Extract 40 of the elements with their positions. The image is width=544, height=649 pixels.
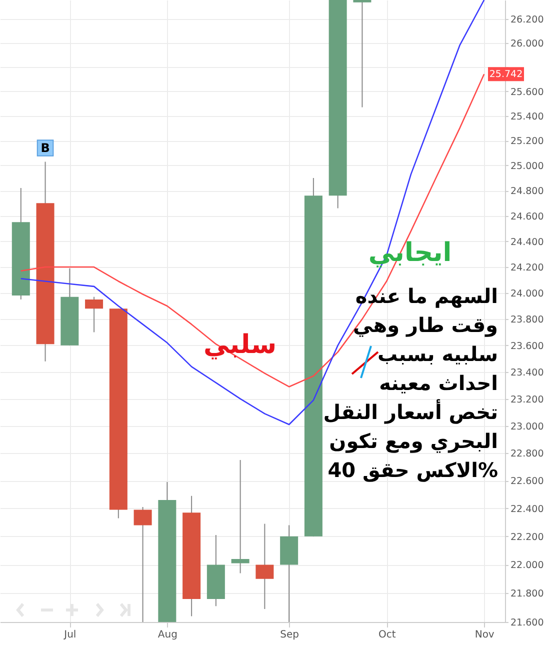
candlestick	[85, 296, 104, 333]
y-tick-label: 24.000	[510, 288, 544, 300]
y-tick-label: 22.600	[510, 476, 544, 488]
y-tick-label: 22.400	[510, 504, 544, 515]
x-tick-label: Jul	[63, 630, 76, 640]
y-tick-label: 23.000	[510, 421, 544, 432]
x-tick-label: Aug	[158, 630, 178, 640]
annotation: البحري ومع تكون	[329, 429, 498, 453]
y-tick-label: 22.000	[510, 560, 544, 572]
x-tick-label: Sep	[280, 630, 299, 640]
annotation: B	[40, 141, 50, 155]
annotation: تخص أسعار النقل	[323, 399, 498, 424]
x-tick-label: Oct	[378, 630, 396, 640]
candlestick	[353, 0, 372, 108]
y-tick-label: 22.200	[510, 532, 544, 543]
candlestick	[231, 459, 250, 574]
y-tick-label: 21.600	[510, 618, 544, 628]
y-tick-label: 24.600	[510, 211, 544, 222]
y-tick-label: 23.400	[510, 368, 544, 379]
y-tick-label: 23.800	[510, 314, 544, 326]
y-tick-label: 25.000	[510, 160, 544, 172]
y-tick-label: 26.000	[510, 38, 544, 50]
y-tick-label: 23.600	[510, 340, 544, 352]
y-tick-label: 24.800	[510, 186, 544, 198]
candlestick	[134, 506, 152, 622]
y-tick-label: 26.200	[510, 14, 544, 26]
y-tick-label: 25.200	[510, 136, 544, 148]
y-tick-label: 22.800	[510, 448, 544, 460]
annotation: سلبيه بسبب	[378, 342, 498, 366]
y-tick-label: 23.200	[510, 394, 544, 406]
y-tick-label: 24.200	[510, 262, 544, 274]
y-tick-label: 24.400	[510, 236, 544, 248]
annotation: الاكس حقق 40%	[328, 458, 498, 482]
x-tick-label: Nov	[474, 630, 494, 640]
candlestick	[256, 523, 274, 610]
y-tick-label: 25.600	[510, 86, 544, 98]
data-label: 25.742	[489, 69, 523, 80]
y-tick-label: 21.800	[510, 588, 544, 600]
y-tick-label: 25.400	[510, 111, 544, 122]
annotation: احداث معينه	[379, 371, 498, 395]
